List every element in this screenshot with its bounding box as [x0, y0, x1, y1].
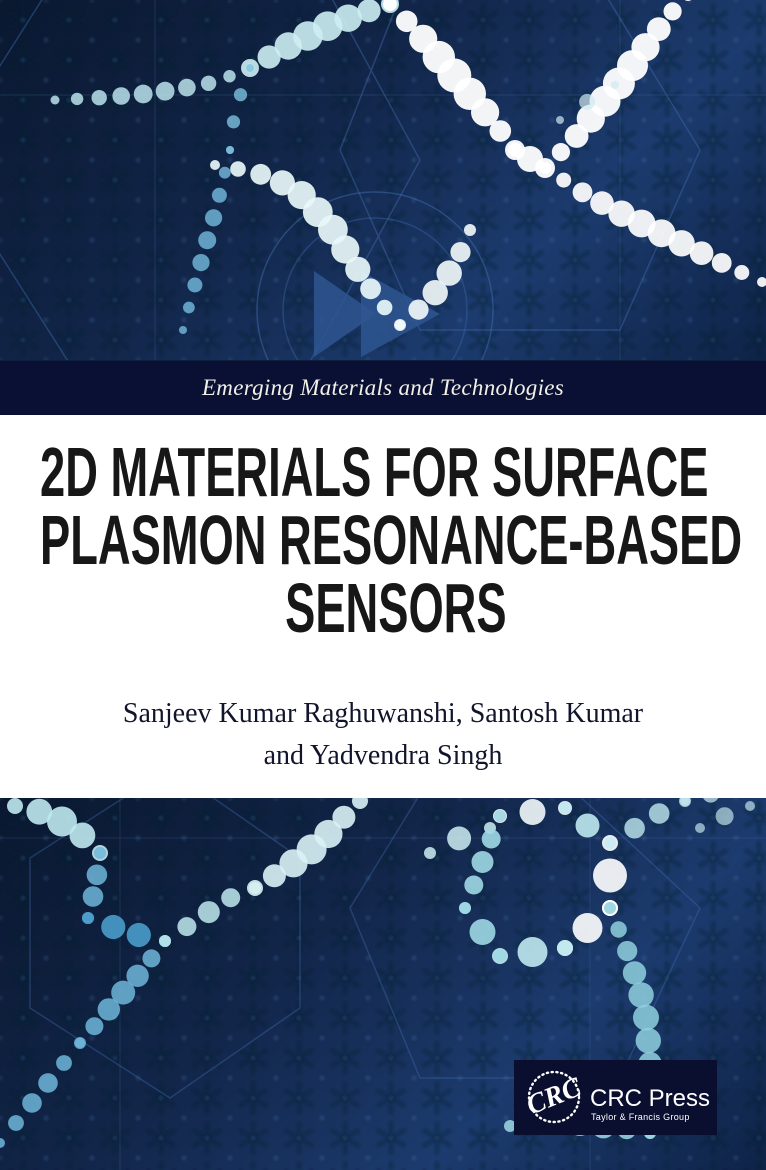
svg-text:CRC: CRC: [522, 1072, 586, 1122]
svg-text:Taylor & Francis Group: Taylor & Francis Group: [591, 1112, 690, 1122]
svg-text:CRC Press: CRC Press: [590, 1085, 710, 1112]
